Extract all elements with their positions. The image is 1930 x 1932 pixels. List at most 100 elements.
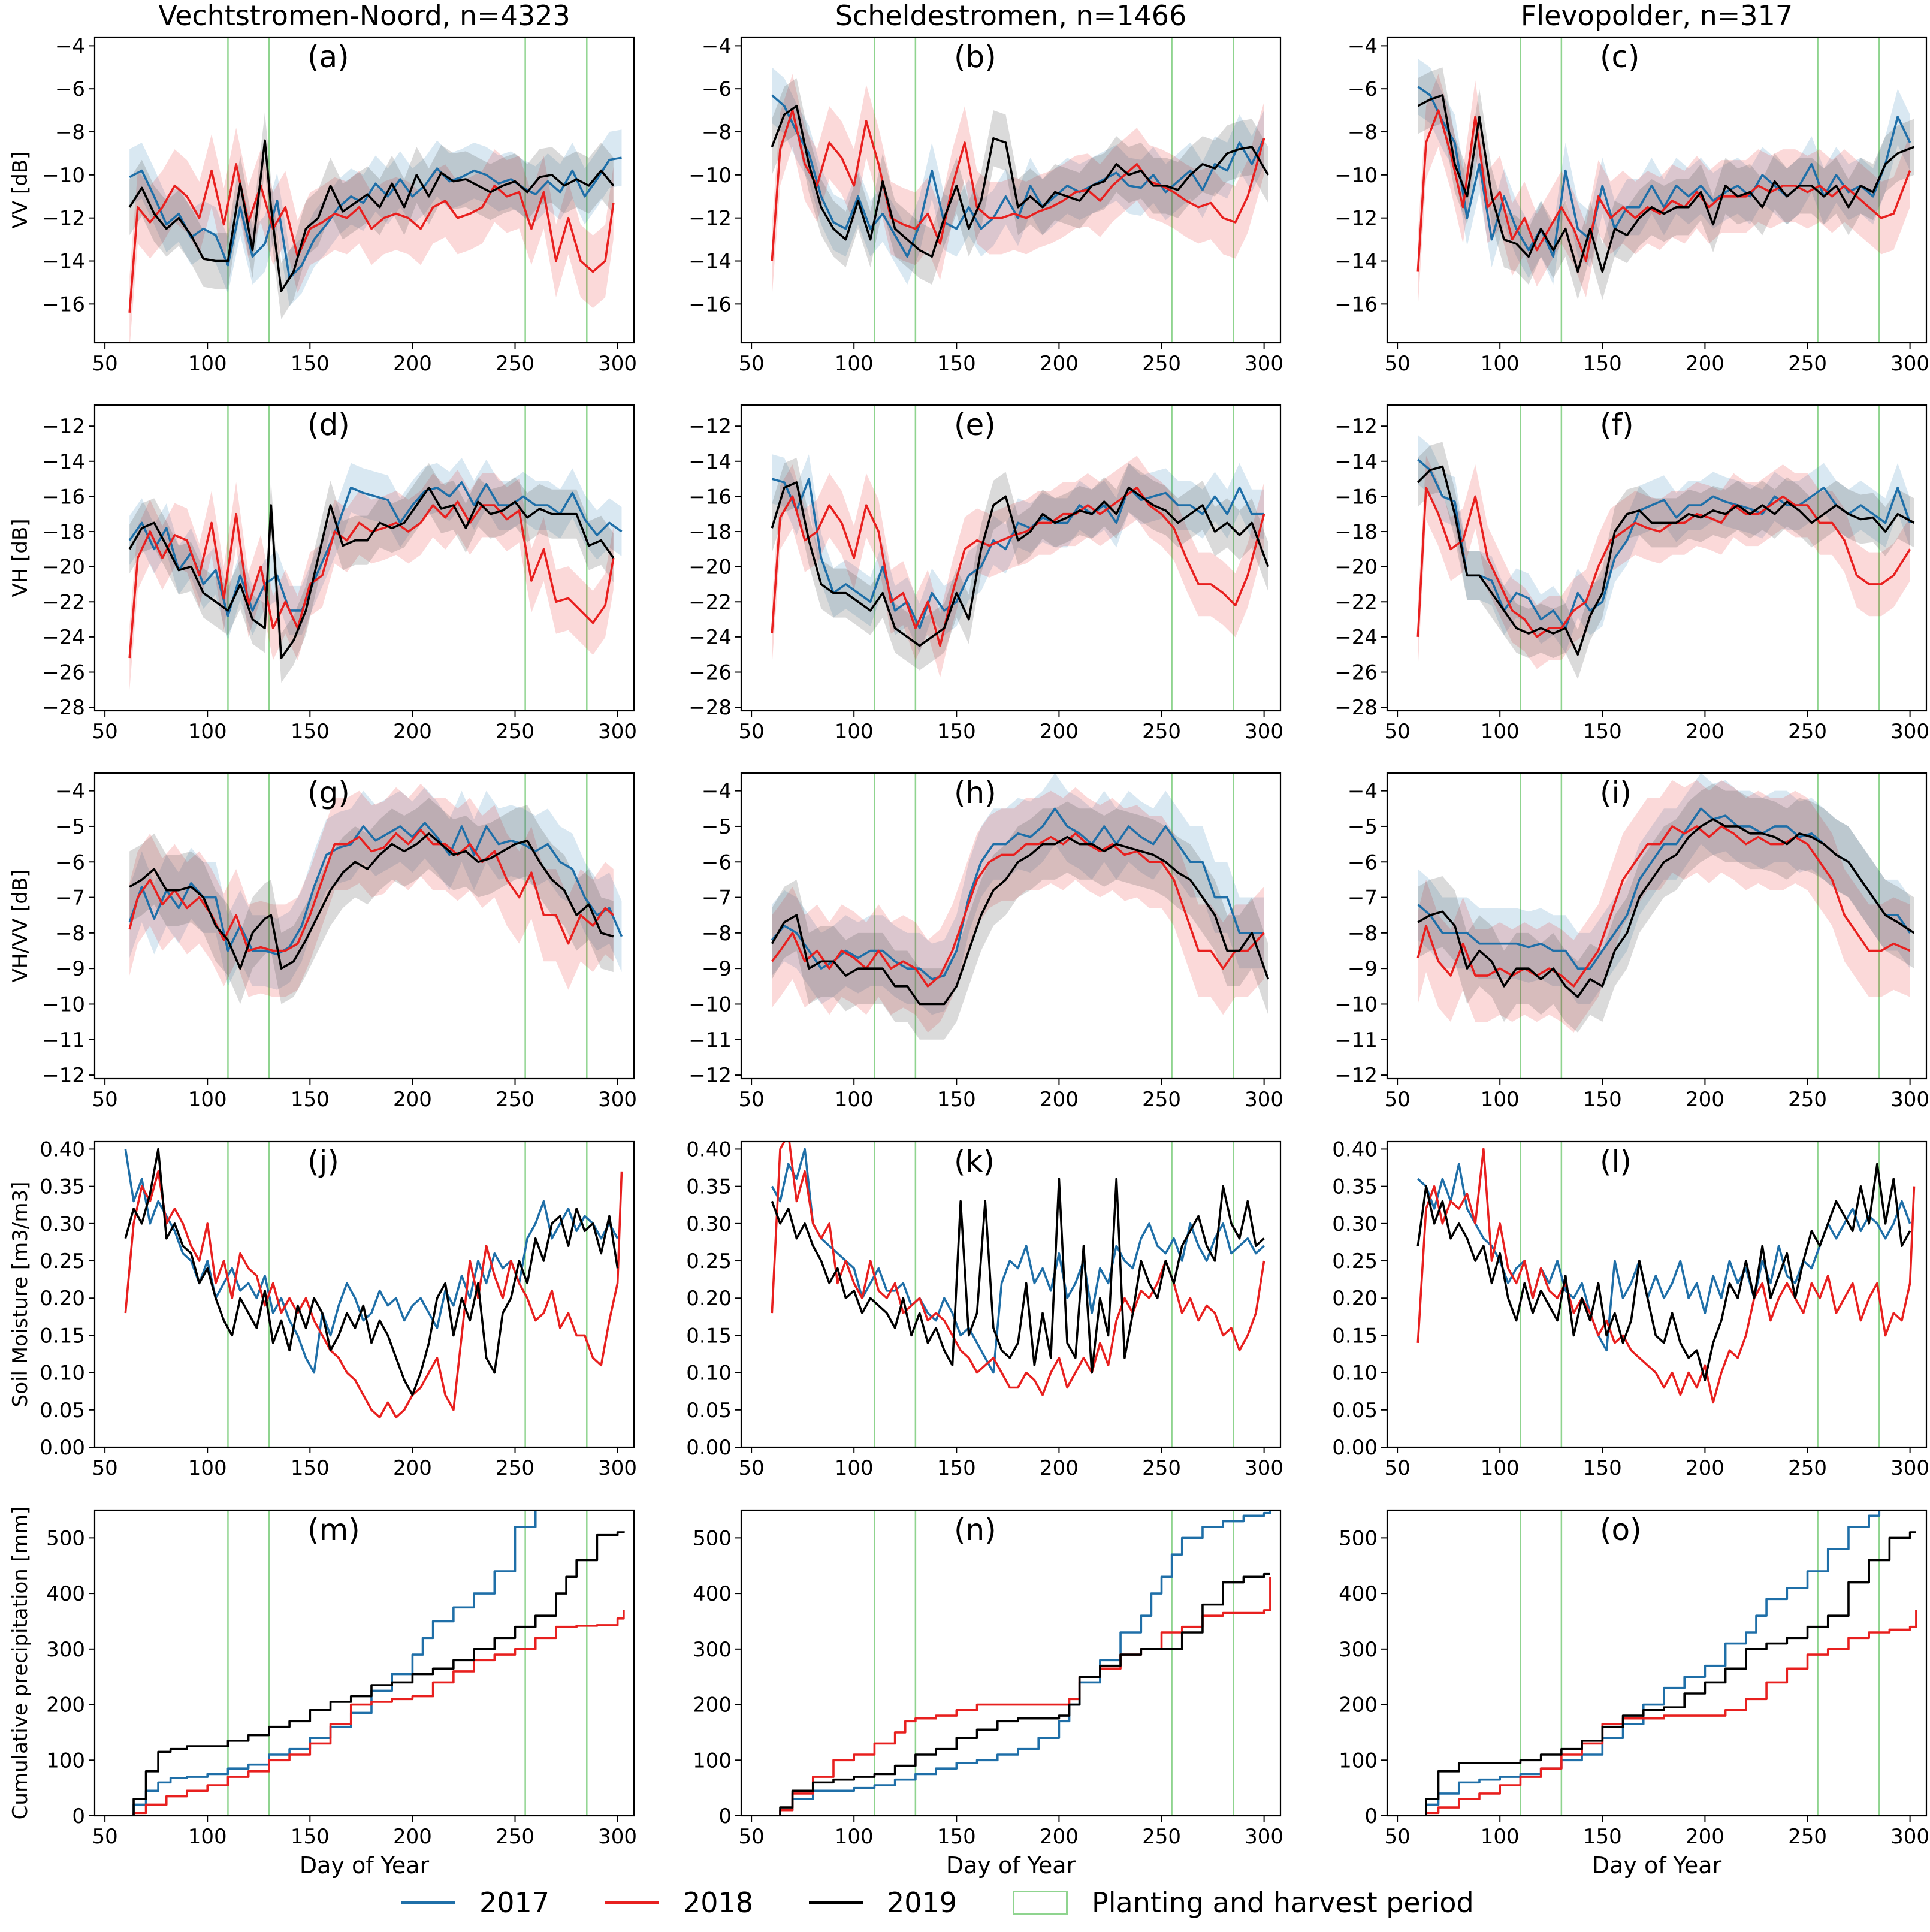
y-tick-label: −4 [702,34,732,58]
x-tick-label: 150 [937,1825,976,1849]
y-tick-label: 0.20 [1332,1287,1378,1311]
series-group [128,112,622,343]
x-tick-label: 200 [1040,1825,1079,1849]
y-tick-label: −4 [702,780,732,804]
y-tick-label: −8 [55,120,85,144]
y-tick-label: 100 [1339,1749,1378,1773]
y-tick-label: 400 [46,1582,85,1606]
y-tick-label: 200 [1339,1693,1378,1717]
plot-frame [1386,1140,1928,1448]
y-tick-label: −6 [702,850,732,874]
x-tick-label: 50 [1384,1825,1410,1849]
y-tick-label: 200 [693,1693,732,1717]
y-tick-label: 0.35 [40,1175,85,1199]
x-tick-label: 300 [1245,352,1283,376]
y-tick-label: 0.05 [686,1399,732,1423]
y-tick-label: 300 [1339,1638,1378,1662]
x-tick-label: 100 [188,352,227,376]
y-tick-label: −24 [1334,626,1378,650]
y-tick-label: 0.05 [40,1399,85,1423]
series-group [1416,434,1915,680]
band-2018 [1418,455,1910,669]
series-line-2018 [771,832,1265,988]
y-tick-label: 0.40 [40,1137,85,1161]
series-group [128,783,623,1004]
x-tick-label: 150 [1583,1825,1622,1849]
y-tick-label: −4 [1348,780,1378,804]
panel-letter: (l) [1600,1144,1632,1179]
x-tick-label: 250 [1788,720,1827,744]
y-tick-label: 0 [718,1804,732,1828]
y-tick-label: −6 [1348,850,1378,874]
x-tick-label: 50 [738,720,764,744]
series-line-2018 [771,486,1265,647]
series-line-2019 [1418,1531,1916,1816]
plot-frame [93,772,635,1080]
y-tick-label: −10 [1334,164,1378,188]
y-tick-label: 0.00 [686,1436,732,1460]
plot-frame [1386,1509,1928,1817]
y-tick-label: 0.25 [40,1249,85,1273]
y-tick-label: −28 [42,696,85,720]
x-tick-label: 150 [1583,1456,1622,1480]
y-tick-label: −5 [702,815,732,839]
series-line-2018 [1416,109,1911,272]
panel-b: −16 −14 −12 −10 −8 −6 −4 50 100 150 200 250 300 (b) [688,34,1283,376]
series-line-2018 [128,500,615,659]
y-tick-label: −10 [688,164,732,188]
series-line-2019 [771,835,1270,1006]
x-tick-label: 150 [937,1456,976,1480]
y-tick-label: 0.30 [686,1212,732,1236]
panel-d: −28 −26 −24 −22 −20 −18 −16 −14 −12 50 100 150 200 25… [8,404,637,744]
x-tick-label: 150 [1583,720,1622,744]
band-2018 [772,74,1264,298]
x-tick-label: 250 [496,1825,534,1849]
series-line-2017 [772,1511,1271,1816]
panel-o: 0 100 200 300 400 500 50 100 150 200 250 300 (o) Day … [1339,1509,1929,1879]
series-line-2018 [1416,1148,1916,1404]
y-tick-label: −22 [1334,590,1378,614]
y-tick-label: −20 [42,556,85,579]
panel-f: −28 −26 −24 −22 −20 −18 −16 −14 −12 50 100 150 200 25… [1334,404,1929,744]
panel-letter: (c) [1600,40,1640,74]
series-line-2018 [771,1142,1265,1396]
x-tick-label: 150 [937,352,976,376]
x-tick-label: 100 [835,1825,874,1849]
x-tick-label: 100 [1481,720,1520,744]
y-tick-label: −8 [702,922,732,946]
series-line-2017 [1417,86,1911,258]
panel-letter: (m) [307,1513,360,1547]
series-group [771,67,1270,298]
series-group [125,1510,625,1816]
band-2017 [1418,434,1910,653]
x-tick-label: 50 [92,1456,117,1480]
y-tick-label: −18 [688,520,732,544]
band-2017 [129,129,622,306]
x-tick-label: 200 [393,720,432,744]
y-tick-label: −9 [702,957,732,981]
y-tick-label: −14 [1334,450,1378,474]
panel-letter: (e) [954,407,996,442]
x-tick-label: 300 [1890,1456,1929,1480]
y-tick-label: 0.15 [1332,1324,1378,1348]
y-tick-label: −14 [42,250,85,274]
y-tick-label: −12 [1334,415,1378,439]
y-tick-label: −12 [42,415,85,439]
y-tick-label: −28 [1334,696,1378,720]
x-tick-label: 200 [1686,1825,1724,1849]
series-line-2017 [125,1510,587,1816]
x-tick-label: 300 [598,1088,637,1112]
x-tick-label: 100 [835,352,874,376]
series-line-2017 [129,156,622,280]
figure-canvas: Vechtstromen-Noord, n=4323 Scheldestromen… [8,0,1929,1879]
series-line-2018 [771,109,1265,261]
series-group [1416,1148,1916,1404]
y-tick-label: 0.00 [1332,1436,1378,1460]
x-tick-label: 200 [1686,1456,1724,1480]
y-tick-label: −5 [1348,815,1378,839]
y-tick-label: −26 [1334,661,1378,685]
y-tick-label: −12 [1334,1064,1378,1088]
y-tick-label: 400 [693,1582,732,1606]
x-tick-label: 200 [1686,1088,1724,1112]
x-tick-label: 100 [835,1456,874,1480]
